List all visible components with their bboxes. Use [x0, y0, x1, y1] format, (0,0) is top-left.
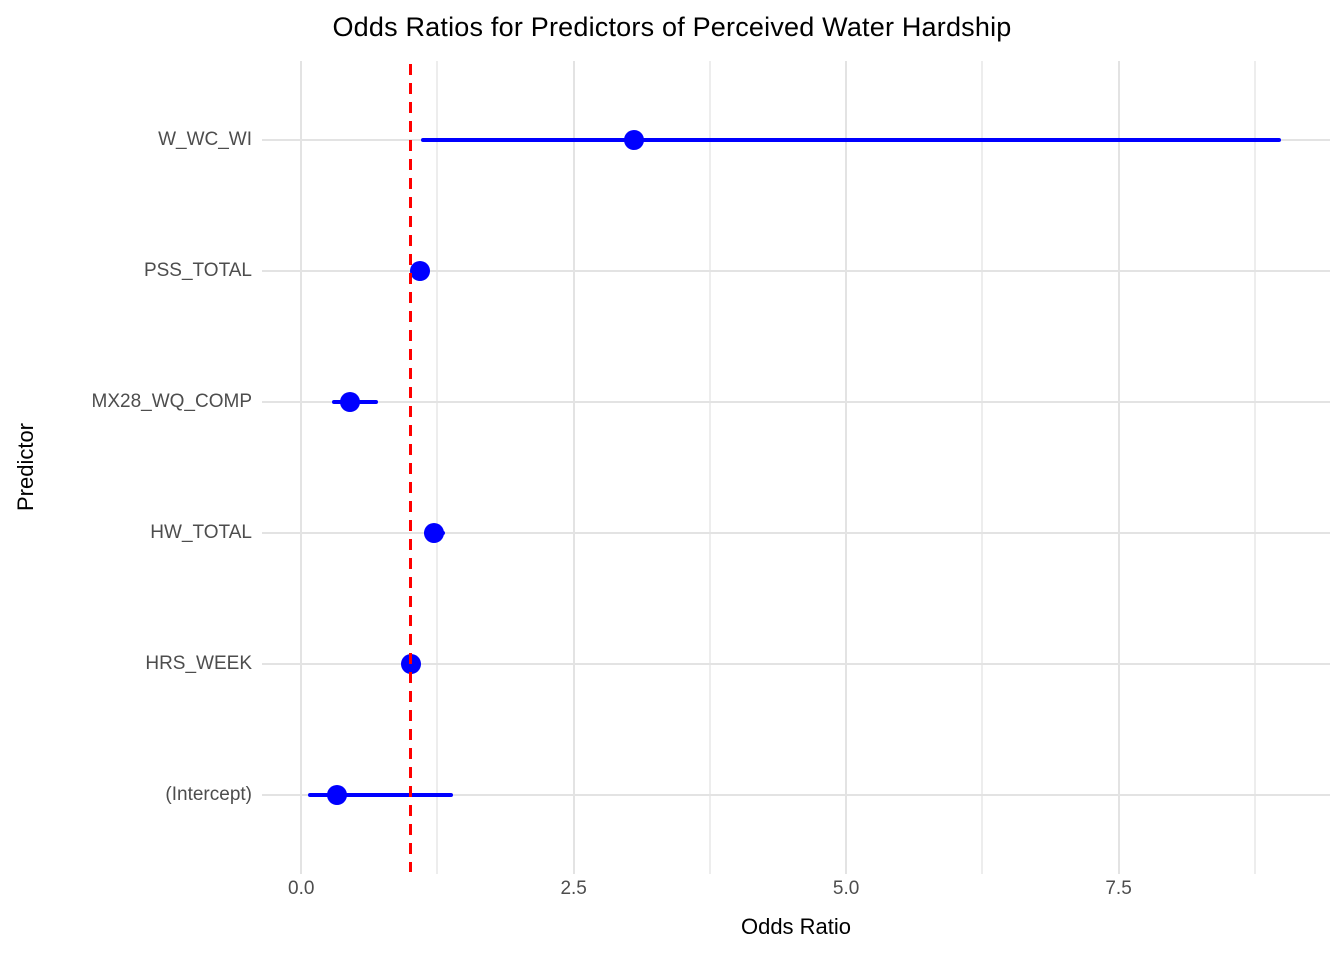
x-tick-label: 5.0: [832, 878, 860, 899]
gridline-x-minor: [708, 61, 711, 874]
gridline-x-minor: [981, 61, 984, 874]
gridline-y-major: [262, 794, 1330, 797]
y-tick-label: W_WC_WI: [158, 128, 252, 150]
odds-ratio-point: [410, 260, 431, 281]
y-tick-label: HRS_WEEK: [145, 653, 252, 675]
gridline-x-minor: [1253, 61, 1256, 874]
gridline-y-major: [262, 269, 1330, 272]
gridline-x-major: [300, 61, 303, 874]
x-axis-tick-labels: 0.0 2.5 5.0 7.5: [262, 877, 1330, 901]
odds-ratio-point: [623, 129, 644, 150]
y-tick-label: (Intercept): [165, 784, 252, 806]
odds-ratio-point: [327, 785, 348, 806]
chart-title: Odds Ratios for Predictors of Perceived …: [332, 12, 1012, 42]
reference-line: [408, 64, 412, 872]
x-tick-label: 7.5: [1105, 878, 1132, 899]
gridline-y-major: [262, 400, 1330, 403]
gridline-x-major: [572, 61, 575, 874]
y-axis-tick-labels: W_WC_WI PSS_TOTAL MX28_WQ_COMP HW_TOTAL HRS_…: [0, 61, 252, 874]
x-tick-label: 0.0: [288, 878, 315, 899]
odds-ratio-point: [340, 391, 361, 412]
gridline-x-minor: [436, 61, 439, 874]
y-tick-label: HW_TOTAL: [150, 522, 252, 544]
x-axis-title: Odds Ratio: [740, 914, 852, 939]
ci-line: [307, 793, 453, 798]
plot-panel: [262, 61, 1330, 874]
y-tick-label: MX28_WQ_COMP: [91, 390, 252, 412]
x-tick-label: 2.5: [560, 878, 587, 899]
gridline-y-major: [262, 663, 1330, 666]
gridline-x-major: [1117, 61, 1120, 874]
ci-line: [421, 137, 1281, 142]
gridline-x-major: [845, 61, 848, 874]
y-tick-label: PSS_TOTAL: [143, 259, 252, 281]
odds-ratio-point: [424, 523, 445, 544]
gridline-y-major: [262, 532, 1330, 535]
